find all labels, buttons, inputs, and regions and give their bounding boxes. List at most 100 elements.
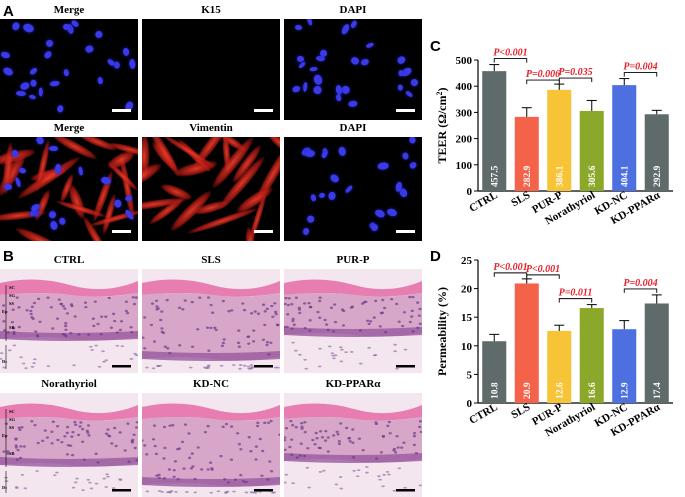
cell-nucleus [236,432,240,435]
significance-bracket [558,298,593,303]
cell-nucleus [329,306,334,310]
category-label: SLS [509,401,532,421]
dermal-cell [15,487,19,489]
dermal-cell [94,344,98,347]
cell-nucleus [203,430,207,434]
dermal-cell [339,360,344,363]
data-label: 10.8 [490,382,500,399]
cell-nucleus [151,438,156,441]
nucleus-mark [48,145,58,151]
panel-d-label: D [430,248,441,265]
nucleus-mark [327,190,337,200]
nucleus-mark [1,66,14,78]
data-label: 16.6 [588,382,598,399]
cell-nucleus [149,323,154,327]
cell-nucleus [249,312,254,315]
dermal-cell [101,350,105,353]
dermal-cell [250,367,254,369]
cell-nucleus [351,456,356,459]
dermal-cell [174,490,178,493]
cell-nucleus [87,333,91,336]
dermal-cell [129,358,134,360]
cell-nucleus [196,328,200,331]
fluorescence-image-vimentin [142,137,280,241]
dermal-cell [298,353,302,356]
cell-nucleus [65,312,70,315]
cell-nucleus [236,341,241,345]
dermal-cell [102,477,107,480]
nucleus-mark [290,85,301,94]
panel-b-title-kd-pparα: KD-PPARα [325,378,381,390]
dermal-cell [12,344,17,347]
cell-nucleus [19,445,23,448]
dermal-cell [403,348,408,351]
cell-nucleus [271,315,275,318]
cell-nucleus [160,327,164,330]
cell-nucleus [380,311,385,314]
cell-nucleus [412,434,416,438]
y-axis-label: TEER (Ω/cm2) [435,88,449,164]
dermal-cell [156,365,161,367]
nucleus-mark [304,149,315,157]
cell-nucleus [366,319,370,322]
layer-label: SC [9,285,15,290]
cell-nucleus [230,309,234,312]
nucleus-mark [313,73,325,87]
nucleus-mark [84,44,94,53]
cell-nucleus [6,452,10,455]
cell-nucleus [12,332,16,336]
cell-nucleus [297,306,301,310]
dermal-cell [385,470,390,473]
cell-nucleus [150,302,155,305]
dermal-cell [104,359,109,362]
cell-nucleus [154,452,159,456]
layer-label: SS [9,425,15,430]
cell-nucleus [14,446,18,449]
dermal-cell [151,367,156,370]
nucleus-mark [28,93,37,100]
cell-nucleus [143,347,147,350]
cell-nucleus [198,296,202,299]
dermal-cell [118,478,122,481]
cell-nucleus [337,442,342,446]
cell-nucleus [178,344,182,347]
cell-nucleus [18,428,22,432]
cell-nucleus [76,433,81,437]
dermal-cell [0,357,3,360]
cell-nucleus [191,465,195,468]
cell-nucleus [288,445,292,449]
cell-nucleus [222,338,226,341]
dermal-cell [23,487,28,490]
dermal-cell [89,487,94,490]
cell-nucleus [100,315,104,318]
cell-nucleus [299,442,303,445]
nucleus-mark [63,68,70,77]
cell-nucleus [418,425,422,429]
cell-nucleus [411,330,415,333]
cell-nucleus [408,295,412,299]
dermal-cell [89,345,93,348]
cell-nucleus [249,450,253,453]
he-tissue-drawing [142,403,280,494]
cell-nucleus [247,342,251,345]
bar-kd-pparα [644,303,669,403]
cell-nucleus [96,461,100,464]
cell-nucleus [229,425,234,428]
cell-nucleus [290,327,294,330]
cell-nucleus [207,349,211,352]
cell-nucleus [69,303,73,306]
cell-nucleus [266,478,270,481]
he-image-kd-pparα [284,393,422,497]
cell-nucleus [159,318,163,322]
cell-nucleus [81,427,85,431]
cell-nucleus [50,442,54,445]
dermal-cell [318,470,323,473]
dermal-cell [327,345,332,348]
cell-nucleus [129,326,133,329]
cell-nucleus [345,426,349,430]
dermal-cell [272,491,277,494]
cell-nucleus [209,326,213,330]
fluorescence-image-k15 [142,19,280,120]
cell-nucleus [65,425,70,429]
cell-nucleus [357,437,362,440]
